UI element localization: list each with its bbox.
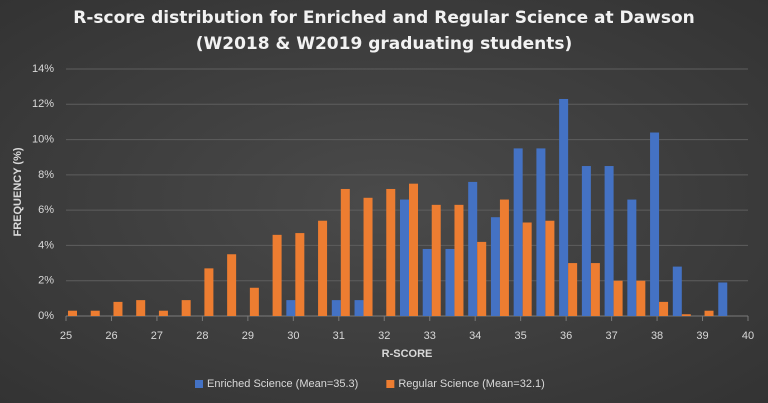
bar [513,148,523,316]
bar [400,199,409,316]
bar [477,241,487,316]
bar [286,300,296,316]
bar [422,248,432,316]
x-tick-label: 37 [605,330,617,342]
bar [181,300,191,316]
x-tick-label: 28 [196,330,208,342]
x-tick-label: 40 [742,330,754,342]
x-tick-label: 31 [333,330,345,342]
legend-swatch [195,380,203,388]
bar [559,98,569,316]
bar [650,132,660,316]
x-tick-label: 36 [560,330,572,342]
legend-swatch [386,380,395,388]
bar [604,166,614,316]
y-tick-label: 10% [32,133,54,145]
x-tick-label: 39 [696,330,708,342]
y-tick-label: 14% [32,63,54,75]
chart-title: (W2018 & W2019 graduating students) [196,34,573,54]
bar [386,188,396,316]
bar [90,310,100,316]
bar [363,197,373,316]
bar [409,183,418,316]
bar [318,220,328,316]
bar [659,301,669,316]
bar [445,248,455,316]
y-tick-label: 12% [32,98,54,110]
x-tick-label: 38 [651,330,663,342]
y-tick-label: 6% [38,204,54,216]
x-tick-label: 34 [469,330,481,342]
y-tick-label: 4% [38,239,54,251]
bar [272,234,282,316]
bar [249,287,259,316]
bar [627,199,637,316]
bar [158,310,168,316]
x-tick-label: 33 [424,330,436,342]
bar [545,220,555,316]
bar [295,233,305,316]
bar [613,280,623,316]
bar [636,280,646,316]
x-tick-label: 25 [60,330,72,342]
y-tick-label: 2% [38,275,54,287]
bar [454,204,464,316]
y-axis-title: FREQUENCY (%) [12,147,24,236]
x-tick-label: 26 [105,330,117,342]
bar [204,268,214,316]
x-tick-label: 29 [242,330,254,342]
bar [681,314,691,316]
chart-title: R-score distribution for Enriched and Re… [73,8,695,28]
bar [704,310,714,316]
bar [136,300,146,316]
x-tick-label: 30 [287,330,299,342]
x-axis-title: R-SCORE [382,348,433,360]
legend-label: Regular Science (Mean=32.1) [398,378,544,390]
bar [340,188,350,316]
y-tick-label: 0% [38,310,54,322]
bar [331,300,341,316]
bar [227,254,237,316]
bar [590,263,600,316]
y-tick-label: 8% [38,169,54,181]
bar [568,263,578,316]
legend-label: Enriched Science (Mean=35.3) [207,378,358,390]
bar [718,282,728,316]
bar [468,181,478,316]
bar [522,222,532,316]
bar [490,217,500,316]
bar [536,148,546,316]
bar [354,300,364,316]
x-tick-label: 35 [515,330,527,342]
bar [68,310,77,316]
bar [499,199,509,316]
bar [113,301,123,316]
bar [581,166,591,316]
bar [672,266,682,316]
x-tick-label: 32 [378,330,390,342]
bar [431,204,441,316]
x-tick-label: 27 [151,330,163,342]
